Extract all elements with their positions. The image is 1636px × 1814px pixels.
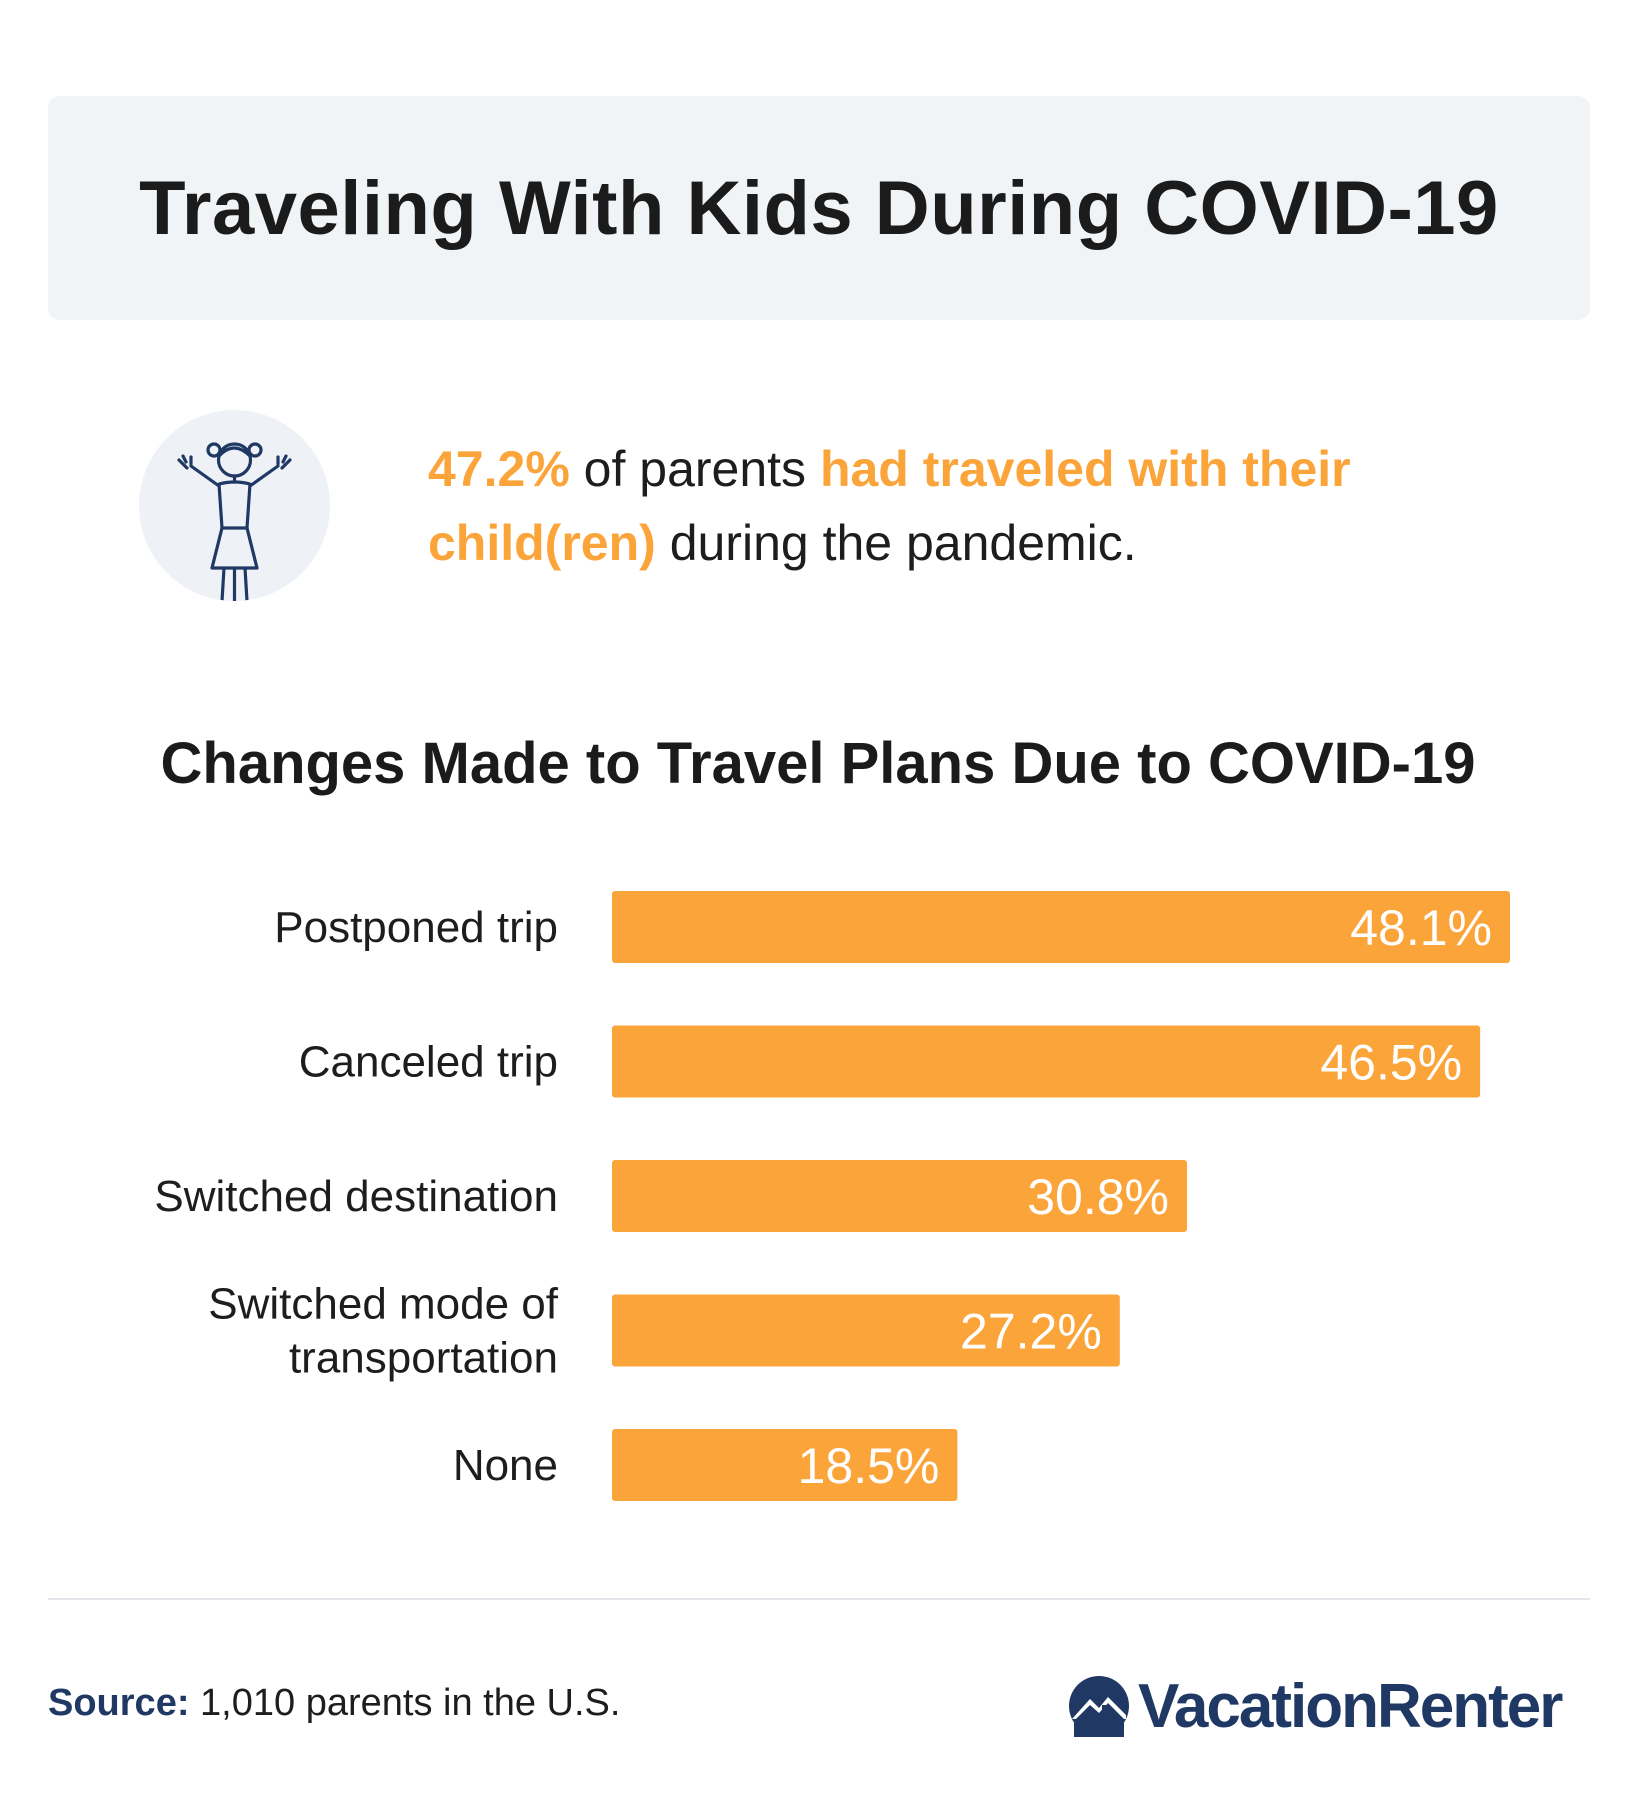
mountain-house-logo-icon bbox=[1069, 1676, 1129, 1737]
stat-text-1: of parents bbox=[569, 441, 820, 497]
bar-value-label-2: 30.8% bbox=[1027, 1169, 1169, 1225]
brand-logo: VacationRenter bbox=[1068, 1668, 1592, 1744]
bar-2 bbox=[612, 1160, 1188, 1232]
bar-value-label-3: 27.2% bbox=[960, 1304, 1102, 1360]
bar-0 bbox=[612, 891, 1510, 963]
bar-4 bbox=[612, 1429, 958, 1501]
footer-divider bbox=[48, 1598, 1590, 1600]
brand-name: VacationRenter bbox=[1138, 1671, 1563, 1741]
bar-3 bbox=[612, 1294, 1120, 1367]
stat-percent: 47.2% bbox=[428, 441, 570, 497]
stat-text-2: during the pandemic. bbox=[655, 515, 1137, 571]
category-label-3-0: Switched mode of bbox=[208, 1280, 559, 1329]
stat-statement: 47.2% of parents had traveled with their… bbox=[428, 432, 1448, 580]
header-banner: Traveling With Kids During COVID-19 bbox=[48, 96, 1590, 320]
source-label: Source: bbox=[48, 1682, 190, 1724]
girl-arms-raised-icon bbox=[139, 410, 330, 601]
category-label-1-0: Canceled trip bbox=[299, 1038, 558, 1087]
category-label-3-1: transportation bbox=[289, 1334, 558, 1383]
bar-1 bbox=[612, 1025, 1481, 1098]
source-note: Source: 1,010 parents in the U.S. bbox=[48, 1682, 620, 1725]
page-title: Traveling With Kids During COVID-19 bbox=[139, 165, 1499, 251]
category-label-0-0: Postponed trip bbox=[274, 903, 558, 952]
source-text: 1,010 parents in the U.S. bbox=[189, 1682, 621, 1724]
bar-value-label-4: 18.5% bbox=[798, 1438, 940, 1494]
category-label-2-0: Switched destination bbox=[154, 1172, 558, 1221]
bar-value-label-1: 46.5% bbox=[1320, 1035, 1462, 1091]
category-label-4-0: None bbox=[453, 1441, 558, 1490]
chart-title: Changes Made to Travel Plans Due to COVI… bbox=[160, 731, 1476, 796]
bar-value-label-0: 48.1% bbox=[1350, 900, 1492, 956]
stat-highlight: had traveled with their child(ren) bbox=[428, 441, 1351, 571]
